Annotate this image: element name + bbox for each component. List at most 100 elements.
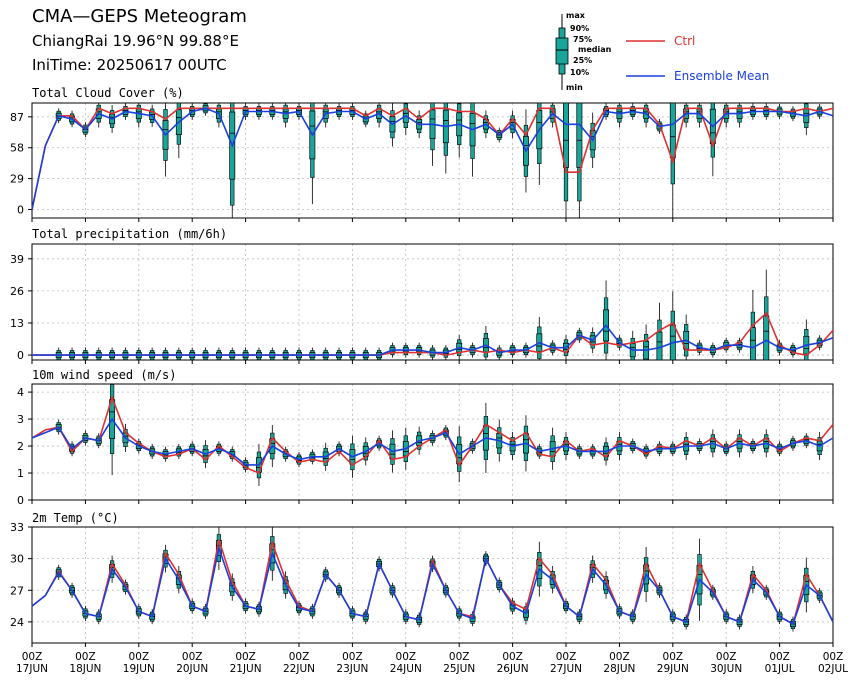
box-whisker — [336, 347, 343, 361]
x-tick-label-time: 00Z — [716, 651, 737, 663]
x-tick-label-time: 00Z — [235, 651, 256, 663]
box-whisker — [55, 347, 62, 361]
box-whisker — [429, 102, 436, 166]
x-tick-label-date: 01JUL — [765, 663, 795, 675]
box-whisker — [269, 347, 276, 361]
box-whisker — [616, 103, 623, 128]
y-tick-label: 13 — [10, 317, 24, 330]
legend-box-label: max — [566, 11, 586, 20]
box-inner — [669, 102, 676, 159]
x-tick-label-date: 26JUN — [497, 663, 529, 675]
box-whisker — [362, 347, 369, 361]
legend-boxplot: max 90% 75%median 25% 10% min — [555, 11, 612, 92]
x-tick-label-time: 00Z — [556, 651, 577, 663]
box-whisker — [229, 102, 236, 218]
box-whisker — [122, 347, 129, 361]
box-whisker — [215, 347, 222, 361]
x-tick-label-time: 00Z — [663, 651, 684, 663]
panel-title-wind: 10m wind speed (m/s) — [32, 368, 177, 382]
box-whisker — [202, 347, 209, 361]
box-whisker — [469, 102, 476, 177]
y-tick-label: 30 — [10, 553, 24, 566]
ctrl-line — [31, 539, 834, 626]
box-whisker — [282, 103, 289, 128]
x-tick-label-time: 00Z — [769, 651, 790, 663]
box-whisker — [296, 347, 302, 361]
x-tick-label-date: 23JUN — [336, 663, 368, 675]
box-whisker — [95, 347, 102, 361]
x-tick-label-date: 29JUN — [657, 663, 689, 675]
box-whisker — [349, 347, 356, 361]
y-tick-label: 2 — [17, 440, 24, 453]
y-tick-label: 0 — [17, 203, 24, 216]
box-whisker — [643, 324, 650, 361]
box-inner — [576, 102, 583, 168]
x-tick-label-date: 19JUN — [123, 663, 155, 675]
y-tick-label: 4 — [17, 386, 24, 399]
box-whisker — [736, 103, 743, 128]
x-tick-label-date: 24JUN — [390, 663, 422, 675]
x-tick-label-date: 18JUN — [69, 663, 101, 675]
panel-precip: 0 13 26 39 — [10, 243, 834, 364]
x-tick-label-time: 00Z — [129, 651, 150, 663]
y-tick-label: 0 — [17, 494, 24, 507]
ensemble-mean-line — [31, 107, 834, 210]
y-tick-label: 3 — [17, 413, 24, 426]
x-tick-label-time: 00Z — [609, 651, 630, 663]
legend-box-label: min — [566, 83, 583, 92]
x-tick-label-date: 28JUN — [603, 663, 635, 675]
box-whisker — [149, 347, 156, 361]
x-tick-label-date: 20JUN — [176, 663, 208, 675]
box-whisker — [442, 102, 449, 174]
panel-title-cloud: Total Cloud Cover (%) — [32, 86, 184, 100]
box-inner — [563, 102, 569, 168]
box-whisker — [576, 102, 583, 218]
box-whisker — [242, 347, 249, 361]
legend-box-label: 10% — [570, 68, 589, 77]
y-tick-label: 0 — [17, 349, 24, 362]
x-tick-label-time: 00Z — [449, 651, 470, 663]
legend-box-label: 90% — [570, 24, 589, 33]
y-tick-label: 87 — [10, 111, 24, 124]
box-whisker — [629, 330, 636, 361]
x-tick-label-time: 00Z — [22, 651, 43, 663]
ensemble-mean-line — [31, 545, 834, 626]
x-tick-label-time: 00Z — [823, 651, 844, 663]
panel-frame — [31, 526, 834, 644]
x-tick-label-date: 25JUN — [443, 663, 475, 675]
x-tick-label-date: 17JUN — [16, 663, 48, 675]
y-tick-label: 1 — [17, 467, 24, 480]
box-whisker — [536, 102, 543, 185]
x-tick-label-time: 00Z — [502, 651, 523, 663]
page-title: CMA—GEPS Meteogram — [32, 6, 247, 27]
box-whisker — [175, 102, 182, 159]
legend-box-label: 75% — [573, 35, 592, 44]
x-tick-label-time: 00Z — [342, 651, 363, 663]
x-tick-label-date: 21JUN — [230, 663, 262, 675]
box-whisker — [82, 347, 89, 361]
panel-title-precip: Total precipitation (mm/6h) — [32, 227, 228, 241]
box-whisker — [563, 102, 569, 218]
x-tick-label-date: 02JUL — [818, 663, 848, 675]
y-tick-label: 29 — [10, 173, 24, 186]
init-time-label: IniTime: 20250617 00UTC — [32, 56, 227, 74]
box-whisker — [135, 347, 142, 361]
legend-box-label: median — [578, 45, 612, 54]
box-whisker — [229, 347, 236, 361]
box-whisker — [536, 317, 543, 360]
box-whisker — [162, 347, 169, 361]
ctrl-line — [31, 107, 834, 210]
legend-ctrl-label: Ctrl — [674, 34, 696, 48]
ensemble-mean-line — [31, 417, 834, 466]
box-whisker — [282, 347, 289, 361]
legend-box-label: 25% — [573, 56, 592, 65]
x-tick-label-time: 00Z — [396, 651, 417, 663]
box-whisker — [309, 102, 316, 205]
box-whisker — [256, 347, 262, 361]
x-tick-label-date: 22JUN — [283, 663, 315, 675]
panel-title-temp: 2m Temp (°C) — [32, 511, 119, 525]
box-whisker — [69, 347, 75, 361]
box-inner — [749, 327, 756, 361]
y-tick-label: 27 — [10, 584, 24, 597]
